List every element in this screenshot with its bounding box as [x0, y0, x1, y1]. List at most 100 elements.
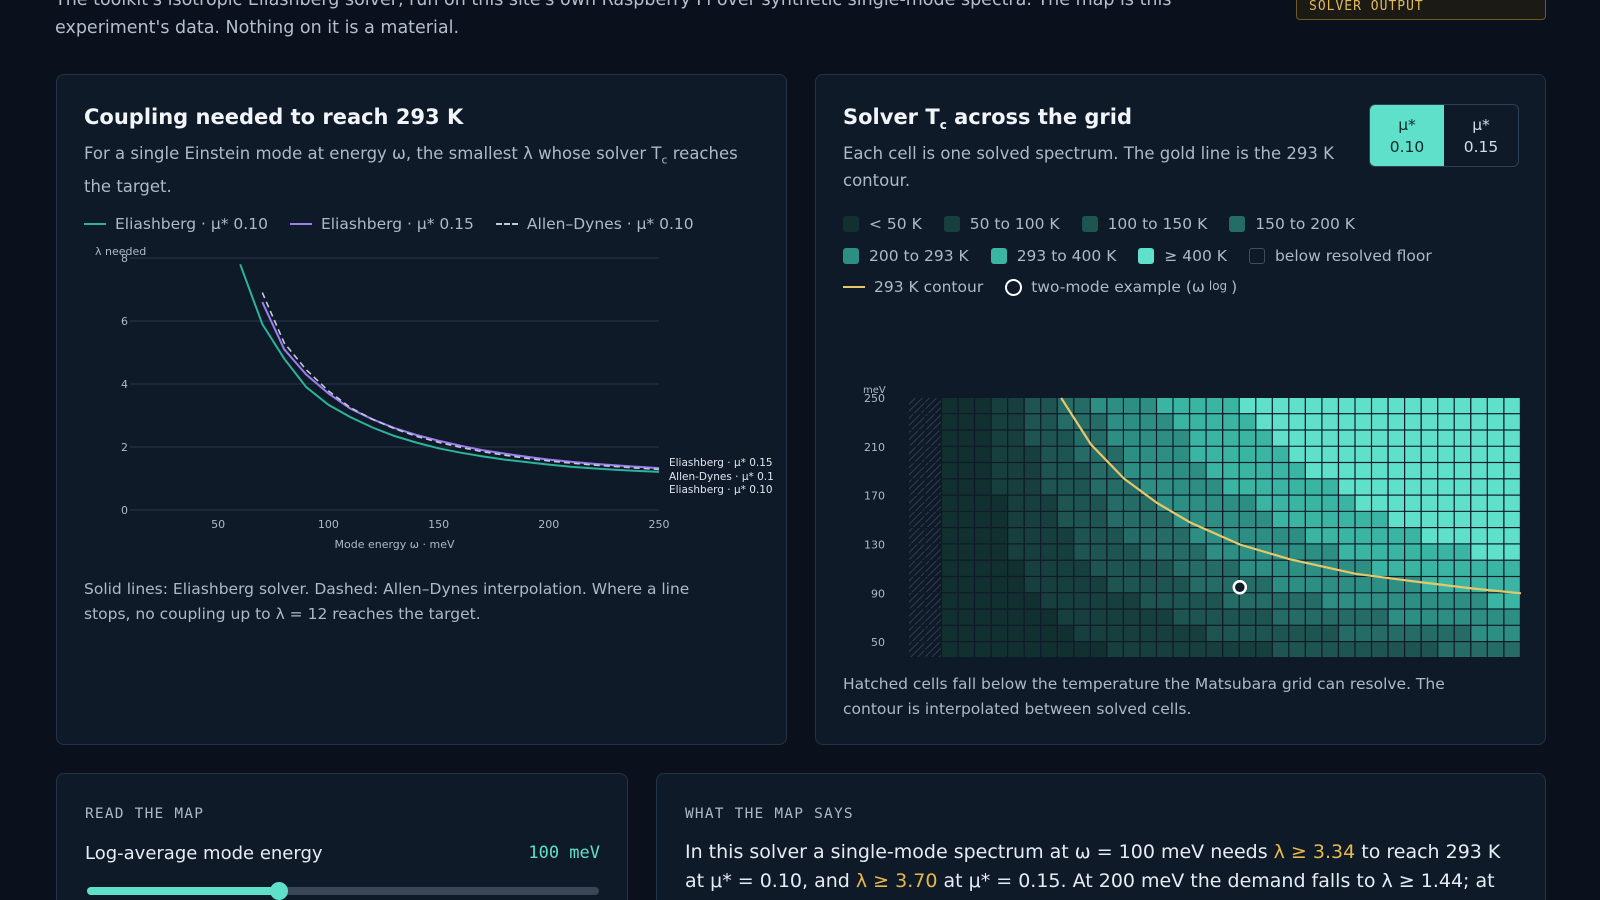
heatmap-cell	[1471, 430, 1487, 446]
heatmap-cell	[942, 430, 958, 446]
heatmap-cell	[1190, 544, 1206, 560]
heatmap-cell	[1272, 463, 1289, 479]
heatmap-cell	[975, 593, 991, 609]
heatmap-cell	[1339, 593, 1355, 609]
heatmap-cell	[1306, 625, 1322, 641]
legend-item: 150 to 200 K	[1229, 215, 1355, 233]
heatmap-cell	[1223, 430, 1239, 446]
heatmap-cell	[1289, 544, 1305, 560]
heatmap-cell	[958, 495, 974, 511]
heatmap-cell	[1140, 430, 1156, 446]
heatmap-cell	[975, 495, 991, 511]
heatmap-cell	[1074, 593, 1090, 609]
heatmap-cell	[1157, 511, 1173, 527]
heatmap-cell	[1223, 609, 1239, 625]
heatmap-cell	[1372, 593, 1388, 609]
heatmap-cell	[1223, 463, 1239, 479]
heatmap-cell	[1057, 463, 1074, 479]
heatmap-cell	[1206, 625, 1222, 641]
heatmap-cell	[1487, 495, 1504, 511]
heatmap-cell	[1041, 495, 1057, 511]
y-tick-label: 6	[121, 315, 128, 328]
heatmap-cell	[1289, 511, 1305, 527]
heatmap-cell	[1124, 495, 1140, 511]
heatmap-cell	[1107, 511, 1123, 527]
heatmap-cell	[1322, 593, 1338, 609]
heatmap-cell	[1008, 511, 1024, 527]
heatmap-cell	[1405, 463, 1421, 479]
heatmap-cell	[1090, 577, 1107, 593]
heatmap-cell	[1438, 495, 1454, 511]
heatmap-cell	[1041, 398, 1057, 414]
heatmap-cell	[1090, 560, 1107, 576]
heatmap-cell	[1388, 511, 1404, 527]
heatmap-cell	[1190, 642, 1206, 657]
contour-293k-line	[1060, 397, 1522, 595]
heatmap-cell	[1190, 479, 1206, 495]
heatmap-cell	[925, 609, 941, 625]
heatmap-cell	[1372, 414, 1388, 430]
heatmap-cell	[1157, 479, 1173, 495]
heatmap-cell	[1157, 528, 1173, 544]
heatmap-cell	[1074, 609, 1090, 625]
heatmap-cell	[909, 625, 925, 641]
heatmap-cell	[1421, 642, 1438, 657]
read-the-map-panel: READ THE MAP Log-average mode energy 100…	[56, 773, 628, 900]
heatmap-cell	[1322, 625, 1338, 641]
heatmap-cell	[1372, 511, 1388, 527]
heatmap-cell	[1008, 642, 1024, 657]
heatmap-cell	[1438, 593, 1454, 609]
heatmap-cell	[1107, 609, 1123, 625]
heatmap-cell	[1223, 398, 1239, 414]
mu-star-010-button[interactable]: μ* 0.10	[1370, 105, 1444, 166]
heatmap-cell	[1438, 398, 1454, 414]
heatmap-cell	[1090, 430, 1107, 446]
heatmap-cell	[1454, 398, 1471, 414]
heatmap-cell	[1041, 463, 1057, 479]
heatmap-cell	[1057, 479, 1074, 495]
heatmap-cell	[1405, 446, 1421, 462]
heatmap-cell	[991, 430, 1007, 446]
heatmap-cell	[1504, 398, 1520, 414]
heatmap-cell	[1487, 414, 1504, 430]
heatmap-cell	[1024, 593, 1041, 609]
heatmap-cell	[1471, 544, 1487, 560]
heatmap-cell	[909, 642, 925, 657]
heatmap-cell	[1372, 479, 1388, 495]
tc-legend-row-1: < 50 K 50 to 100 K 100 to 150 K 150 to 200 …	[843, 215, 1377, 233]
heatmap-cell	[1239, 446, 1256, 462]
series-line	[239, 263, 660, 473]
heatmap-cell	[1372, 577, 1388, 593]
legend-item: Allen–Dynes · μ* 0.10	[495, 215, 694, 233]
heatmap-cell	[1223, 593, 1239, 609]
heatmap-cell	[1090, 511, 1107, 527]
legend-swatch	[990, 248, 1007, 264]
lambda-needed-chart: 0 2 4 6 8 50 100 150 200 250 λ needed Mode energy ω…	[95, 245, 774, 551]
mu-star-015-button[interactable]: μ* 0.15	[1463, 116, 1499, 156]
heatmap-cell	[1124, 577, 1140, 593]
heatmap-cell	[975, 577, 991, 593]
heatmap-cell	[1504, 479, 1520, 495]
mode-energy-slider[interactable]	[87, 882, 599, 900]
heatmap-cell	[1173, 528, 1189, 544]
heatmap-cell	[1090, 398, 1107, 414]
heatmap-cell	[1041, 414, 1057, 430]
slider-thumb[interactable]	[270, 882, 288, 900]
map-says-caption: WHAT THE MAP SAYS	[685, 806, 854, 822]
heatmap-cell	[1173, 577, 1189, 593]
heatmap-cell	[1339, 495, 1355, 511]
heatmap-cell	[975, 463, 991, 479]
heatmap-cell	[1173, 609, 1189, 625]
heatmap-cell	[1074, 625, 1090, 641]
heatmap-cell	[1223, 625, 1239, 641]
heatmap-cell	[1124, 430, 1140, 446]
heatmap-cell	[991, 577, 1007, 593]
heatmap-cell	[1471, 479, 1487, 495]
heatmap-cell	[1487, 398, 1504, 414]
heatmap-cell	[1206, 446, 1222, 462]
series-line	[261, 292, 660, 471]
heatmap-cell	[1008, 446, 1024, 462]
what-the-map-says-panel: WHAT THE MAP SAYS In this solver a singl…	[656, 773, 1546, 900]
heatmap-cell	[1421, 544, 1438, 560]
heatmap-cell	[1421, 446, 1438, 462]
